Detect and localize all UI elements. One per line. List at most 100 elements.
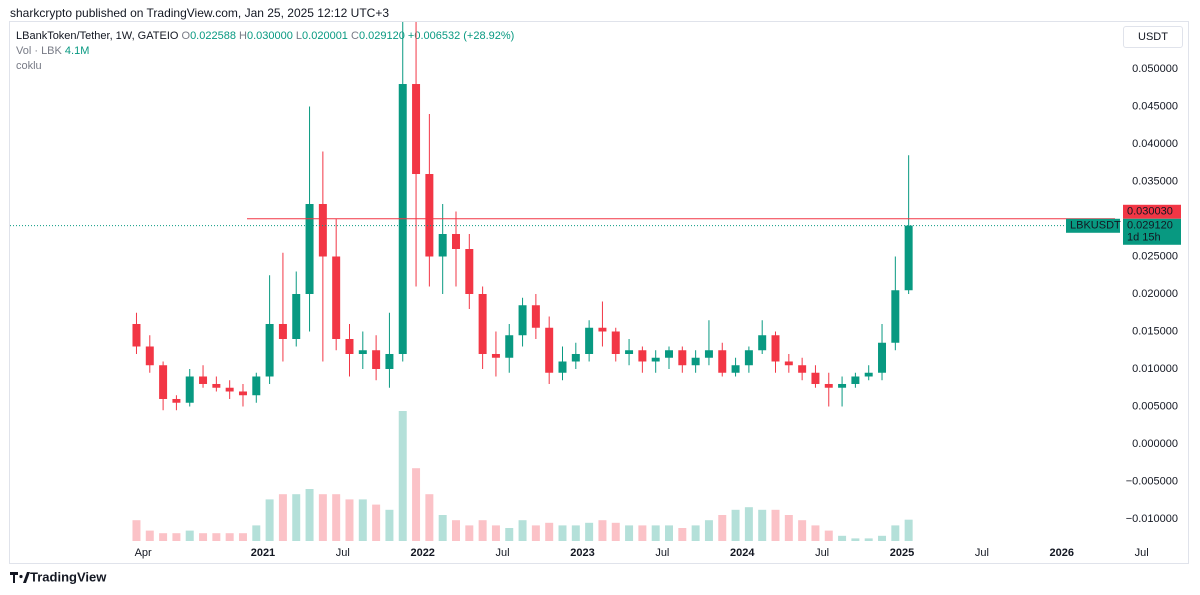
- volume-bar: [505, 528, 514, 541]
- volume-bar: [478, 520, 487, 541]
- candle-body: [864, 372, 873, 377]
- volume-bar: [771, 509, 780, 541]
- candle-body: [278, 323, 287, 339]
- publish-info: sharkcrypto published on TradingView.com…: [10, 6, 390, 20]
- candle-body: [611, 331, 620, 354]
- volume-bar: [558, 525, 567, 541]
- candle-body: [638, 350, 647, 362]
- volume-bar: [625, 525, 634, 541]
- y-tick-label: −0.010000: [1126, 513, 1178, 525]
- volume-bar: [398, 411, 407, 541]
- volume-bar: [691, 525, 700, 541]
- open: 0.022588: [190, 30, 236, 42]
- candle-body: [212, 383, 221, 388]
- candle-body: [571, 353, 580, 362]
- candle-body: [385, 353, 394, 369]
- close: 0.029120: [358, 30, 405, 42]
- candle-body: [731, 365, 740, 373]
- y-tick-label: 0.025000: [1132, 250, 1178, 262]
- volume-bar: [358, 499, 367, 541]
- volume-value: 4.1M: [64, 45, 90, 57]
- candle-body: [452, 234, 460, 250]
- candle-body: [478, 293, 487, 354]
- candle-body: [651, 357, 660, 362]
- y-tick-label: −0.005000: [1126, 475, 1178, 487]
- volume-bar: [744, 507, 753, 541]
- x-tick-label: 2023: [570, 547, 594, 559]
- plot-area: [10, 22, 1115, 541]
- volume-bar: [598, 520, 607, 541]
- candle-body: [491, 353, 500, 358]
- currency-button[interactable]: USDT: [1123, 26, 1183, 48]
- volume-bar: [811, 525, 820, 541]
- candle-body: [159, 365, 168, 399]
- candle-body: [265, 323, 274, 377]
- volume-bar: [585, 522, 594, 541]
- candle-body: [878, 342, 887, 373]
- y-tick-label: 0.005000: [1132, 400, 1178, 412]
- volume-bar: [452, 520, 460, 541]
- candle-body: [758, 335, 767, 351]
- candle-body: [345, 338, 354, 354]
- volume-bar: [265, 499, 274, 541]
- candle-body: [678, 350, 687, 366]
- alert-label-bg: [1123, 204, 1181, 219]
- candle-body: [665, 350, 673, 358]
- candle-body: [185, 376, 194, 403]
- candle-body: [465, 249, 474, 294]
- x-tick-label: 2024: [730, 547, 755, 559]
- candle-body: [199, 376, 208, 384]
- volume-bar: [798, 520, 807, 541]
- volume-bar: [611, 522, 620, 541]
- last-price-bg: [1123, 218, 1181, 245]
- volume-bar: [704, 520, 713, 541]
- volume-bar: [491, 525, 500, 541]
- y-tick-label: 0.045000: [1132, 100, 1178, 112]
- volume-bar: [185, 530, 194, 541]
- candle-body: [358, 350, 367, 354]
- c-label: C: [351, 30, 359, 42]
- high: 0.030000: [246, 30, 293, 42]
- volume-bar: [252, 525, 261, 541]
- candle-body: [598, 327, 607, 332]
- volume-bar: [292, 494, 301, 541]
- x-tick-label: Jul: [815, 547, 829, 559]
- candle-body: [718, 350, 727, 373]
- volume-bar: [651, 525, 660, 541]
- countdown: 1d 15h: [1127, 232, 1161, 244]
- candle-body: [691, 357, 700, 366]
- candle-body: [332, 256, 341, 339]
- y-tick-label: 0.035000: [1132, 175, 1178, 187]
- volume-bar: [212, 533, 221, 541]
- volume-bar: [412, 468, 421, 541]
- candle-body: [811, 372, 820, 384]
- candle-body: [412, 84, 421, 175]
- candle-body: [505, 335, 514, 358]
- o-label: O: [181, 30, 191, 42]
- volume-bar: [891, 525, 900, 541]
- candle-body: [891, 290, 900, 343]
- candle-body: [531, 305, 540, 328]
- candle-body: [372, 350, 381, 369]
- volume-bar: [132, 520, 141, 541]
- legend-ohlc: LBankToken/Tether, 1W, GATEIO O0.022588 …: [16, 30, 514, 42]
- volume-bar: [172, 533, 181, 541]
- volume-bar: [878, 535, 887, 541]
- candle-body: [132, 323, 141, 347]
- y-tick-label: 0.015000: [1132, 325, 1178, 337]
- l-label: L: [295, 30, 303, 42]
- candle-body: [145, 346, 154, 366]
- candle-body: [292, 293, 301, 339]
- candle-body: [438, 234, 447, 257]
- logo: [10, 572, 30, 583]
- candle-body: [585, 327, 594, 354]
- volume-bar: [278, 494, 287, 541]
- volume-bar: [838, 535, 847, 541]
- volume-bar: [824, 530, 833, 541]
- chart-border: [9, 21, 1189, 564]
- x-tick-label: 2026: [1050, 547, 1074, 559]
- x-tick-label: Jul: [336, 547, 350, 559]
- volume-bar: [238, 533, 247, 541]
- volume-bar: [372, 504, 381, 541]
